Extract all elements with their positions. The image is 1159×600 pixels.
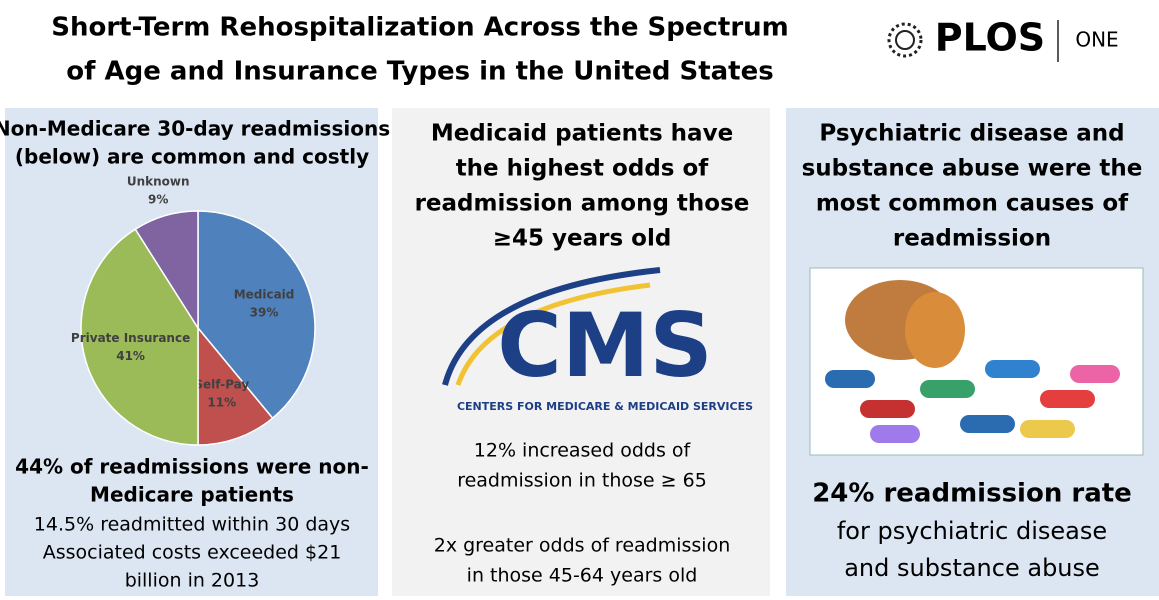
body-text: billion in 2013 bbox=[125, 570, 260, 592]
slice-value: 39% bbox=[250, 306, 279, 320]
heading: the highest odds of bbox=[456, 156, 710, 182]
heading: substance abuse were the bbox=[802, 156, 1143, 182]
logo-brand: PLOS bbox=[935, 16, 1045, 60]
body-text: and substance abuse bbox=[844, 554, 1100, 582]
slice-label: Medicaid bbox=[234, 288, 295, 302]
highlight: 44% of readmissions were non- bbox=[15, 455, 369, 479]
slice-label: Private Insurance bbox=[71, 331, 190, 345]
body-text: 2x greater odds of readmission bbox=[434, 535, 731, 557]
slice-label: Unknown bbox=[127, 174, 190, 188]
cms-acronym: CMS bbox=[497, 294, 713, 397]
heading: Medicaid patients have bbox=[431, 121, 733, 147]
heading: readmission among those bbox=[415, 191, 750, 217]
heading: most common causes of bbox=[816, 191, 1129, 217]
heading: (below) are common and costly bbox=[15, 145, 369, 169]
heading: Non-Medicare 30-day readmissions bbox=[0, 117, 390, 141]
body-text: 14.5% readmitted within 30 days bbox=[34, 514, 350, 536]
slice-value: 11% bbox=[207, 396, 236, 410]
highlight: 24% readmission rate bbox=[812, 479, 1132, 509]
body-text: 12% increased odds of bbox=[474, 440, 692, 462]
body-text: in those 45-64 years old bbox=[467, 565, 698, 587]
slice-value: 41% bbox=[116, 349, 145, 363]
title-line: of Age and Insurance Types in the United… bbox=[66, 57, 773, 87]
pills-image bbox=[810, 268, 1143, 455]
heading: Psychiatric disease and bbox=[819, 121, 1124, 147]
body-text: Associated costs exceeded $21 bbox=[43, 542, 342, 564]
highlight: Medicare patients bbox=[90, 483, 294, 507]
body-text: readmission in those ≥ 65 bbox=[457, 470, 707, 492]
title-line: Short-Term Rehospitalization Across the … bbox=[51, 13, 789, 43]
heading: ≥45 years old bbox=[493, 226, 672, 252]
logo-journal: ONE bbox=[1075, 28, 1118, 52]
slice-value: 9% bbox=[148, 192, 168, 206]
body-text: for psychiatric disease bbox=[837, 517, 1107, 545]
heading: readmission bbox=[893, 226, 1051, 252]
cms-name: CENTERS FOR MEDICARE & MEDICAID SERVICES bbox=[457, 400, 753, 413]
infographic: Short-Term Rehospitalization Across the … bbox=[0, 0, 1159, 596]
slice-label: Self-Pay bbox=[194, 378, 249, 392]
